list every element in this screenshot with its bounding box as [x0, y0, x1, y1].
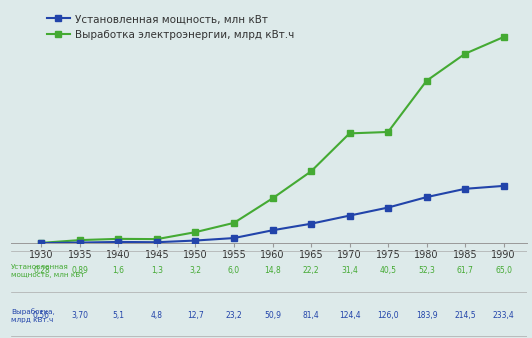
- Установленная мощность, млн кВт: [308, 222, 314, 226]
- Text: 233,4: 233,4: [493, 311, 514, 320]
- Установленная мощность, млн кВт: [501, 184, 507, 188]
- Text: 31,4: 31,4: [341, 266, 358, 275]
- Установленная мощность, млн кВт: [423, 195, 430, 199]
- Text: 50,9: 50,9: [264, 311, 281, 320]
- Text: 23,2: 23,2: [226, 311, 243, 320]
- Выработка электроэнергии, млрд кВт.ч: [385, 130, 391, 134]
- Text: 3,70: 3,70: [71, 311, 88, 320]
- Text: 1,6: 1,6: [112, 266, 124, 275]
- Установленная мощность, млн кВт: [462, 187, 468, 191]
- Выработка электроэнергии, млрд кВт.ч: [231, 221, 237, 225]
- Установленная мощность, млн кВт: [77, 241, 83, 245]
- Выработка электроэнергии, млрд кВт.ч: [423, 79, 430, 83]
- Text: 0,28: 0,28: [33, 266, 50, 275]
- Text: 52,3: 52,3: [418, 266, 435, 275]
- Выработка электроэнергии, млрд кВт.ч: [269, 196, 276, 200]
- Выработка электроэнергии, млрд кВт.ч: [77, 238, 83, 242]
- Text: 5,1: 5,1: [112, 311, 124, 320]
- Text: 22,2: 22,2: [303, 266, 319, 275]
- Text: Выработка,
млрд кВт.ч: Выработка, млрд кВт.ч: [11, 309, 55, 323]
- Выработка электроэнергии, млрд кВт.ч: [115, 237, 122, 241]
- Text: 214,5: 214,5: [454, 311, 476, 320]
- Line: Установленная мощность, млн кВт: Установленная мощность, млн кВт: [38, 183, 507, 247]
- Выработка электроэнергии, млрд кВт.ч: [462, 52, 468, 56]
- Text: 40,5: 40,5: [379, 266, 396, 275]
- Установленная мощность, млн кВт: [192, 239, 198, 243]
- Text: 65,0: 65,0: [495, 266, 512, 275]
- Выработка электроэнергии, млрд кВт.ч: [192, 230, 198, 234]
- Text: 14,8: 14,8: [264, 266, 281, 275]
- Выработка электроэнергии, млрд кВт.ч: [501, 35, 507, 39]
- Line: Выработка электроэнергии, млрд кВт.ч: Выработка электроэнергии, млрд кВт.ч: [38, 33, 507, 246]
- Text: 126,0: 126,0: [377, 311, 399, 320]
- Установленная мощность, млн кВт: [38, 241, 45, 245]
- Text: 81,4: 81,4: [303, 311, 319, 320]
- Text: 0,89: 0,89: [71, 266, 88, 275]
- Legend: Установленная мощность, млн кВт, Выработка электроэнергии, млрд кВт.ч: Установленная мощность, млн кВт, Выработ…: [47, 14, 294, 40]
- Text: 61,7: 61,7: [456, 266, 473, 275]
- Text: 4,8: 4,8: [151, 311, 163, 320]
- Text: 1,3: 1,3: [151, 266, 163, 275]
- Установленная мощность, млн кВт: [115, 240, 122, 244]
- Установленная мощность, млн кВт: [231, 236, 237, 240]
- Установленная мощность, млн кВт: [346, 214, 353, 218]
- Text: 3,2: 3,2: [189, 266, 202, 275]
- Text: 6,0: 6,0: [228, 266, 240, 275]
- Выработка электроэнергии, млрд кВт.ч: [346, 131, 353, 136]
- Выработка электроэнергии, млрд кВт.ч: [308, 169, 314, 173]
- Установленная мощность, млн кВт: [385, 206, 391, 210]
- Text: 183,9: 183,9: [415, 311, 437, 320]
- Установленная мощность, млн кВт: [154, 240, 160, 244]
- Text: 12,7: 12,7: [187, 311, 204, 320]
- Text: 0,56: 0,56: [33, 311, 50, 320]
- Text: 124,4: 124,4: [339, 311, 360, 320]
- Text: Установленная
мощность, млн кВт: Установленная мощность, млн кВт: [11, 264, 85, 278]
- Установленная мощность, млн кВт: [269, 228, 276, 232]
- Выработка электроэнергии, млрд кВт.ч: [38, 241, 45, 245]
- Выработка электроэнергии, млрд кВт.ч: [154, 237, 160, 241]
